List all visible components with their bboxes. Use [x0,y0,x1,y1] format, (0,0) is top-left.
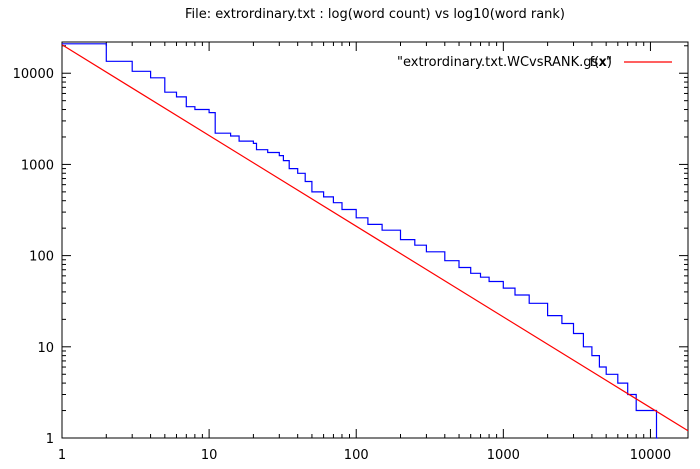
plot-frame [61,41,689,439]
y-tick-label: 1000 [21,158,54,173]
y-tick-label: 10000 [13,67,54,82]
x-tick-label: 10 [201,448,218,463]
x-axis: 1 10 100 1000 10000 [58,42,671,463]
legend: "extrordinary.txt.WCvsRANK.gsx"f(x) [397,55,672,70]
series-line-0 [62,43,658,439]
y-tick-label: 10 [37,341,54,356]
y-tick-label: 100 [29,250,54,265]
plot-border [61,41,689,439]
series-layer [61,43,689,439]
x-tick-label: 1 [58,448,66,463]
x-tick-label: 1000 [487,448,520,463]
legend-label-1: f(x) [590,55,612,70]
series-line-1 [61,44,689,432]
y-tick-label: 1 [46,432,54,447]
legend-label-0: "extrordinary.txt.WCvsRANK.gsx" [397,55,612,70]
y-axis: 1 10 100 1000 10000 [13,45,688,447]
x-tick-label: 100 [344,448,369,463]
x-tick-label: 10000 [630,448,671,463]
chart-title: File: extrordinary.txt : log(word count)… [185,7,565,22]
